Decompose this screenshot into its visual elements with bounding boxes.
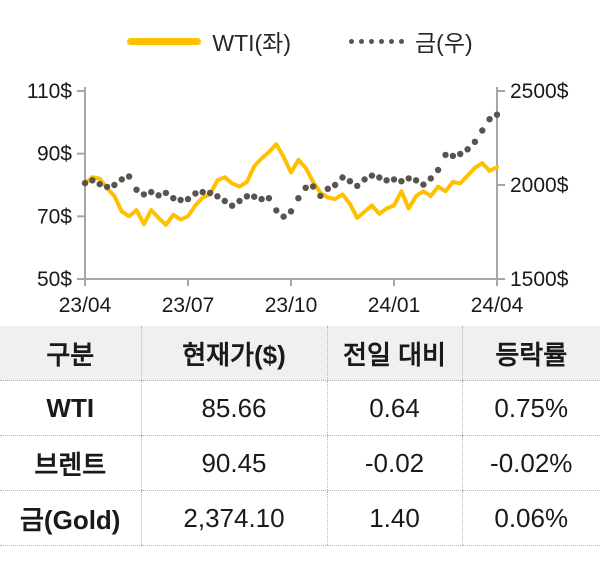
header-category: 구분: [0, 326, 141, 381]
chart-canvas: 110$ 90$ 70$ 50$ 2500$ 2000$ 1500$ 23/04 23/07 23…: [27, 80, 569, 317]
header-day-change: 전일 대비: [326, 326, 462, 381]
x-axis-tick-label: 24/04: [471, 294, 524, 317]
table-header-row: 구분 현재가($) 전일 대비 등락률: [0, 326, 600, 381]
brent-change: -0.02: [326, 435, 462, 491]
header-change-rate: 등락률: [461, 326, 600, 381]
left-axis-tick-label: 90$: [37, 143, 72, 166]
right-axis-tick-label: 2000$: [510, 174, 569, 197]
wti-label: WTI: [0, 380, 141, 436]
right-axis-tick-label: 2500$: [510, 80, 569, 103]
axes: [77, 87, 505, 286]
x-axis-tick-label: 23/04: [59, 294, 112, 317]
legend-label-wti: WTI(좌): [212, 30, 291, 56]
wti-line-series: [83, 142, 499, 227]
wti-line-swatch: [127, 37, 202, 45]
gold-label: 금(Gold): [0, 490, 141, 546]
x-axis-tick-label: 23/07: [162, 294, 215, 317]
brent-price: 90.45: [140, 435, 327, 491]
x-axis-tick-label: 24/01: [368, 294, 421, 317]
price-table: 구분 현재가($) 전일 대비 등락률 WTI 85.66 0.64 0.75%…: [0, 326, 600, 546]
brent-label: 브렌트: [0, 435, 141, 491]
x-axis-tick-label: 23/10: [265, 294, 318, 317]
brent-change-rate: -0.02%: [461, 435, 600, 491]
chart-legend: WTI(좌) 금(우): [0, 0, 600, 57]
wti-change-rate: 0.75%: [461, 380, 600, 436]
right-axis-tick-label: 1500$: [510, 268, 569, 291]
gold-change-rate: 0.06%: [461, 490, 600, 546]
gold-change: 1.40: [326, 490, 462, 546]
table-row-brent: 브렌트 90.45 -0.02 -0.02%: [0, 435, 600, 491]
wti-change: 0.64: [326, 380, 462, 436]
left-axis-tick-label: 70$: [37, 205, 72, 228]
price-chart: 110$ 90$ 70$ 50$ 2500$ 2000$ 1500$ 23/04 23/07 23…: [0, 69, 600, 322]
legend-label-gold: 금(우): [415, 30, 473, 56]
table-row-gold: 금(Gold) 2,374.10 1.40 0.06%: [0, 490, 600, 546]
left-axis-tick-label: 110$: [27, 80, 72, 103]
left-axis-tick-label: 50$: [37, 268, 72, 291]
gold-price: 2,374.10: [140, 490, 327, 546]
wti-price: 85.66: [140, 380, 327, 436]
header-current-price: 현재가($): [140, 326, 327, 381]
gold-dot-series: [81, 111, 501, 220]
table-row-wti: WTI 85.66 0.64 0.75%: [0, 380, 600, 436]
gold-dots-swatch: [349, 38, 404, 44]
